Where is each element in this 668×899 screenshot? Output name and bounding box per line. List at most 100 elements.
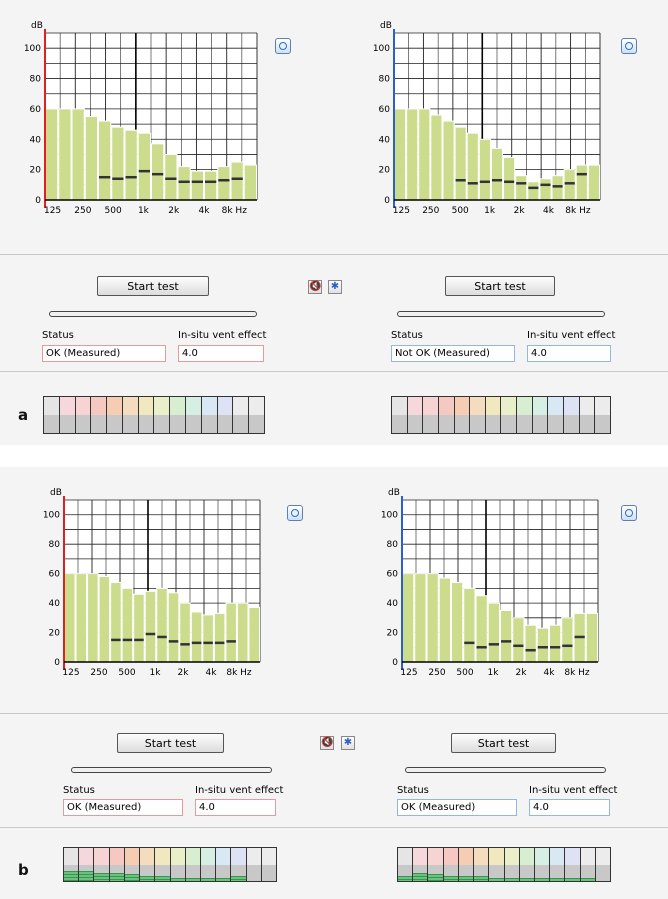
level-fill	[109, 872, 124, 881]
level-cell	[201, 397, 218, 433]
zoom-in-icon[interactable]	[275, 38, 291, 54]
zoom-in-icon[interactable]	[621, 505, 637, 521]
level-cell	[44, 397, 60, 433]
bar	[414, 573, 427, 663]
bar	[179, 602, 191, 663]
level-fill	[94, 872, 109, 881]
speaker-mute-icon[interactable]: 🔇	[308, 280, 322, 294]
level-cell	[185, 848, 201, 881]
level-cell	[454, 397, 471, 433]
speaker-mute-icon[interactable]: 🔇	[320, 736, 334, 750]
bar	[430, 114, 443, 201]
level-fill	[534, 877, 550, 881]
x-tick-label: 8k Hz	[222, 206, 248, 216]
level-cell	[474, 848, 490, 881]
x-tick-label: 8k Hz	[565, 206, 591, 216]
level-fill	[200, 877, 216, 881]
audiogram-svg: dB 0 20 40 60 80 100 125 250 500 1k 2k 4k 8k Hz	[381, 488, 599, 678]
bar	[438, 577, 451, 663]
x-tick-label: 250	[90, 668, 107, 678]
x-tick-label: 125	[400, 668, 417, 678]
left-progress-bar	[71, 767, 272, 773]
level-fill	[519, 877, 534, 881]
x-tick-label: 2k	[514, 206, 526, 216]
y-tick-label: 40	[387, 599, 399, 609]
x-tick-label: 4k	[199, 206, 211, 216]
bar	[177, 166, 191, 201]
wireless-icon[interactable]: ✱	[328, 280, 342, 294]
y-tick-label: 100	[373, 44, 390, 54]
y-tick-label: 80	[379, 75, 391, 85]
left-vent-label: In-situ vent effect	[178, 330, 267, 341]
left-vent-label: In-situ vent effect	[195, 785, 284, 796]
level-cell	[109, 848, 125, 881]
left-level-strip	[63, 847, 277, 882]
level-cell	[216, 848, 232, 881]
bar	[451, 581, 464, 663]
level-cell	[217, 397, 234, 433]
audiogram-svg: dB 0 20 40 60 80 100 125 250 500 1k 2k 4k 8k Hz	[373, 21, 601, 216]
level-fill	[398, 876, 413, 881]
bar	[84, 116, 98, 201]
y-axis-label: dB	[31, 21, 43, 31]
y-axis-label: dB	[388, 488, 400, 498]
level-cell	[59, 397, 76, 433]
level-fill	[79, 871, 94, 881]
bar	[426, 573, 439, 663]
left-start-test-button[interactable]: Start test	[117, 733, 224, 753]
bar	[156, 587, 168, 663]
x-tick-label: 8k Hz	[226, 668, 252, 678]
x-tick-label: 125	[393, 206, 410, 216]
right-start-test-button[interactable]: Start test	[445, 276, 555, 296]
level-cell	[107, 397, 123, 433]
level-cell	[170, 397, 187, 433]
level-cell	[550, 848, 566, 881]
bar	[454, 126, 467, 201]
bar	[202, 614, 214, 663]
bar	[478, 138, 491, 201]
right-status-label: Status	[391, 330, 423, 341]
level-fill	[489, 877, 504, 881]
level-cell	[246, 848, 262, 881]
right-start-test-button[interactable]: Start test	[451, 733, 556, 753]
level-cell	[124, 848, 141, 881]
level-cell	[580, 848, 596, 881]
level-cell	[579, 397, 596, 433]
x-tick-label: 4k	[544, 668, 556, 678]
y-tick-label: 0	[54, 658, 60, 668]
right-level-strip	[397, 847, 611, 882]
left-vent-field: 4.0	[178, 345, 264, 362]
bar	[585, 612, 598, 663]
y-tick-label: 80	[30, 75, 42, 85]
x-tick-label: 500	[452, 206, 469, 216]
level-fill	[185, 877, 200, 881]
wireless-icon[interactable]: ✱	[341, 736, 355, 750]
bar	[536, 627, 549, 663]
bar	[524, 624, 537, 663]
level-fill	[458, 876, 474, 881]
bar	[111, 126, 125, 201]
level-cell	[140, 848, 156, 881]
level-cell	[489, 848, 505, 881]
zoom-in-icon[interactable]	[621, 38, 637, 54]
level-cell	[233, 397, 250, 433]
level-fill	[64, 871, 79, 881]
zoom-in-icon[interactable]	[287, 505, 303, 521]
level-fill	[443, 876, 458, 881]
bar	[500, 609, 513, 663]
x-tick-label: 250	[422, 206, 439, 216]
y-tick-label: 20	[387, 629, 399, 639]
left-start-test-button[interactable]: Start test	[97, 276, 209, 296]
level-cell	[91, 397, 108, 433]
y-tick-label: 60	[49, 570, 61, 580]
audiogram-svg: dB 0 20 40 60 80 100 125 250 500 1k 2k 4k 8k Hz	[24, 21, 258, 216]
level-cell	[548, 397, 565, 433]
left-progress-bar	[49, 311, 257, 317]
y-tick-label: 60	[30, 105, 42, 115]
bar	[164, 153, 178, 201]
level-cell	[200, 848, 217, 881]
bar	[503, 156, 516, 201]
bar	[527, 181, 540, 201]
right-ear-chart: dB 0 20 40 60 80 100 125 250 500 1k 2k 4k 8k Hz	[381, 485, 608, 680]
bar	[64, 573, 76, 663]
